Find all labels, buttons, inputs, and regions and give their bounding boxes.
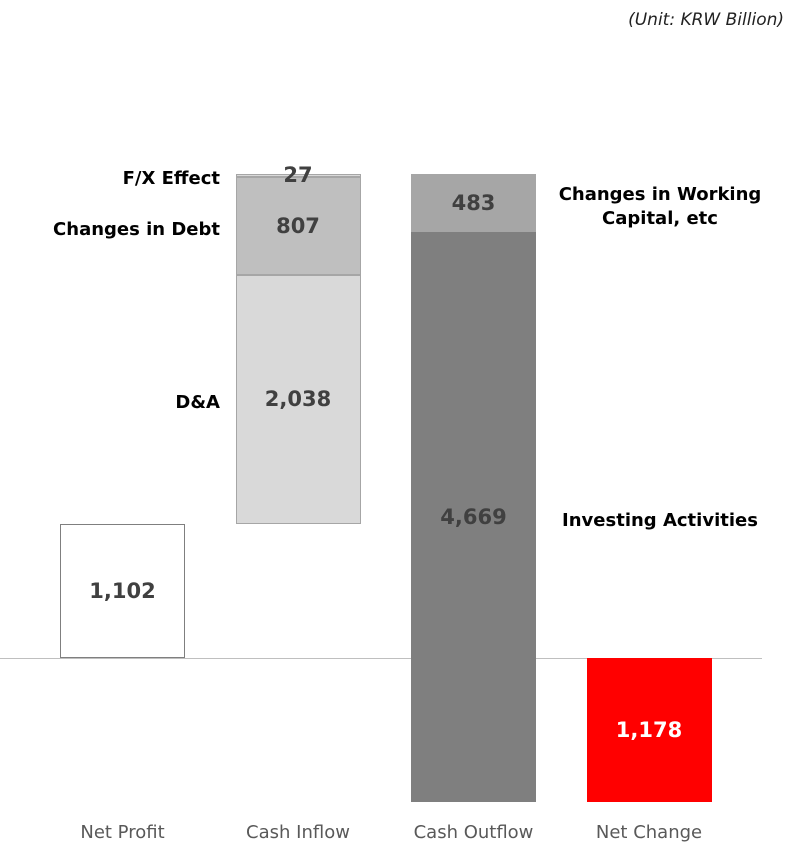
segment-label: Changes in Debt [53, 219, 220, 241]
x-tick-label: Net Change [595, 822, 703, 843]
value-label: 1,178 [615, 717, 683, 742]
bar-segment [586, 658, 712, 802]
segment-label: F/X Effect [122, 168, 220, 190]
segment-label: Investing Activities [562, 510, 758, 532]
x-tick-label: Cash Outflow [413, 822, 534, 843]
x-tick-label: Net Profit [80, 822, 165, 843]
unit-note: (Unit: KRW Billion) [628, 10, 784, 30]
value-label: 2,038 [264, 387, 332, 412]
baseline [0, 658, 762, 659]
value-label: 1,102 [89, 578, 156, 603]
value-label: 483 [451, 191, 496, 215]
value-label: 807 [276, 214, 320, 239]
bar-segment [411, 232, 536, 802]
segment-label: D&A [175, 392, 220, 414]
x-tick-label: Cash Inflow [246, 822, 350, 843]
value-label: 4,669 [440, 505, 507, 530]
bar-segment [235, 275, 361, 524]
value-label: 27 [283, 163, 313, 188]
segment-label: Changes in Working Capital, etc [558, 184, 762, 229]
bar-segment [235, 176, 361, 276]
bar-segment [60, 523, 185, 658]
bar-segment [235, 173, 361, 177]
bar-segment [411, 173, 536, 233]
